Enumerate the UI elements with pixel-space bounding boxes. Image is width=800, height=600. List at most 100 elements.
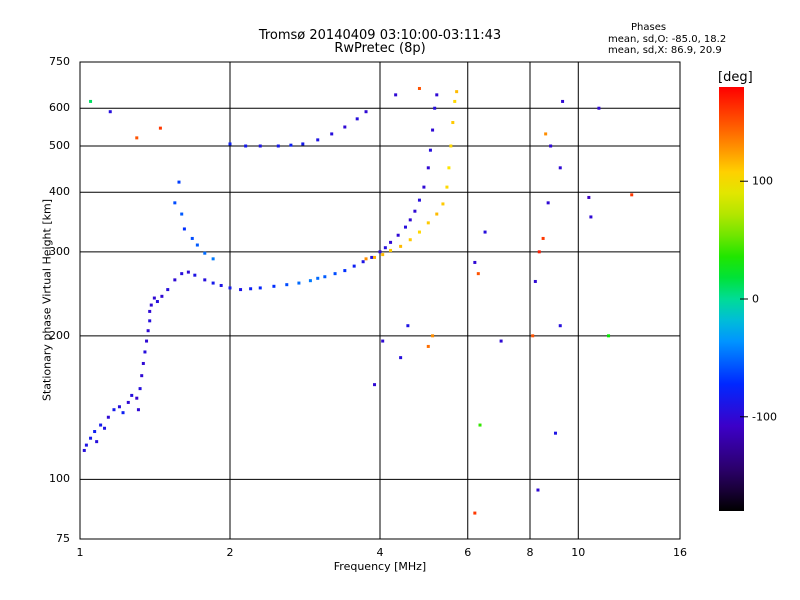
data-point (203, 278, 207, 282)
data-point (435, 93, 439, 97)
data-point (190, 236, 194, 240)
data-point (483, 230, 487, 234)
colorbar-tick-label: 100 (752, 174, 773, 188)
data-point (558, 166, 562, 170)
data-point (536, 488, 540, 492)
data-point (396, 233, 400, 237)
data-point (228, 286, 232, 290)
data-point (413, 209, 417, 213)
data-point (417, 198, 421, 202)
x-tick-label: 4 (376, 546, 384, 559)
scatter-points (82, 86, 634, 515)
data-point (258, 144, 262, 148)
data-point (173, 201, 177, 205)
colorbar-tick-label: 0 (752, 292, 759, 306)
data-point (597, 106, 601, 110)
data-point (408, 218, 412, 222)
data-point (84, 443, 88, 447)
colorbar (719, 87, 748, 511)
data-point (378, 250, 382, 254)
y-tick-label: 100 (49, 472, 70, 486)
y-tick-label: 600 (49, 101, 70, 115)
data-point (145, 339, 149, 343)
data-point (82, 448, 86, 452)
data-point (630, 193, 634, 197)
data-point (364, 110, 368, 114)
data-point (297, 281, 301, 285)
colorbar-gradient (719, 87, 744, 511)
data-point (89, 436, 93, 440)
data-point (553, 431, 557, 435)
data-point (473, 511, 477, 515)
data-point (435, 212, 439, 216)
data-point (135, 396, 139, 400)
x-axis-label: Frequency [MHz] (333, 560, 427, 573)
data-point (537, 250, 541, 254)
data-point (383, 246, 387, 250)
data-point (389, 240, 393, 244)
data-point (370, 255, 374, 259)
data-point (195, 243, 199, 247)
data-point (426, 166, 430, 170)
data-point (160, 294, 164, 298)
data-point (394, 93, 398, 97)
data-point (138, 387, 142, 391)
data-point (211, 281, 215, 285)
data-point (219, 283, 223, 287)
data-point (155, 300, 159, 304)
data-point (373, 383, 377, 387)
data-point (422, 185, 426, 189)
data-point (343, 269, 347, 273)
data-point (180, 272, 184, 276)
data-point (431, 334, 435, 338)
data-point (343, 125, 347, 129)
data-point (323, 275, 327, 279)
data-point (152, 296, 156, 300)
data-point (607, 334, 611, 338)
x-tick-label: 1 (76, 546, 84, 559)
data-point (141, 361, 145, 365)
y-tick-label: 200 (49, 328, 70, 342)
y-axis-label: Stationary phase Virtual Height [km] (40, 198, 54, 402)
data-point (276, 144, 280, 148)
colorbar-tick-label: -100 (752, 410, 777, 424)
data-point (426, 344, 430, 348)
data-point (473, 260, 477, 264)
data-point (373, 255, 377, 259)
data-point (531, 334, 535, 338)
data-point (239, 288, 243, 292)
data-point (211, 257, 215, 261)
data-point (244, 144, 248, 148)
x-tick-label: 8 (526, 546, 534, 559)
data-point (228, 142, 232, 146)
data-point (417, 86, 421, 90)
data-point (285, 283, 289, 287)
data-point (272, 284, 276, 288)
data-point (417, 230, 421, 234)
colorbar-unit-label: [deg] (718, 70, 753, 85)
data-point (136, 408, 140, 412)
data-point (449, 144, 453, 148)
data-point (140, 374, 144, 378)
data-point (126, 400, 130, 404)
data-point (445, 185, 449, 189)
data-point (561, 99, 565, 103)
data-point (130, 393, 134, 397)
data-point (148, 319, 152, 323)
data-point (333, 272, 337, 276)
x-tick-label: 10 (571, 546, 586, 559)
data-point (112, 408, 116, 412)
data-point (193, 273, 197, 277)
data-point (433, 106, 437, 110)
data-point (399, 356, 403, 360)
data-point (166, 288, 170, 292)
data-point (106, 415, 110, 419)
data-point (428, 148, 432, 152)
data-point (180, 212, 184, 216)
phases-title: Phases (631, 22, 667, 33)
y-tick-label: 500 (49, 138, 70, 152)
data-point (143, 350, 147, 354)
x-tick-label: 2 (226, 546, 234, 559)
data-point (499, 339, 503, 343)
